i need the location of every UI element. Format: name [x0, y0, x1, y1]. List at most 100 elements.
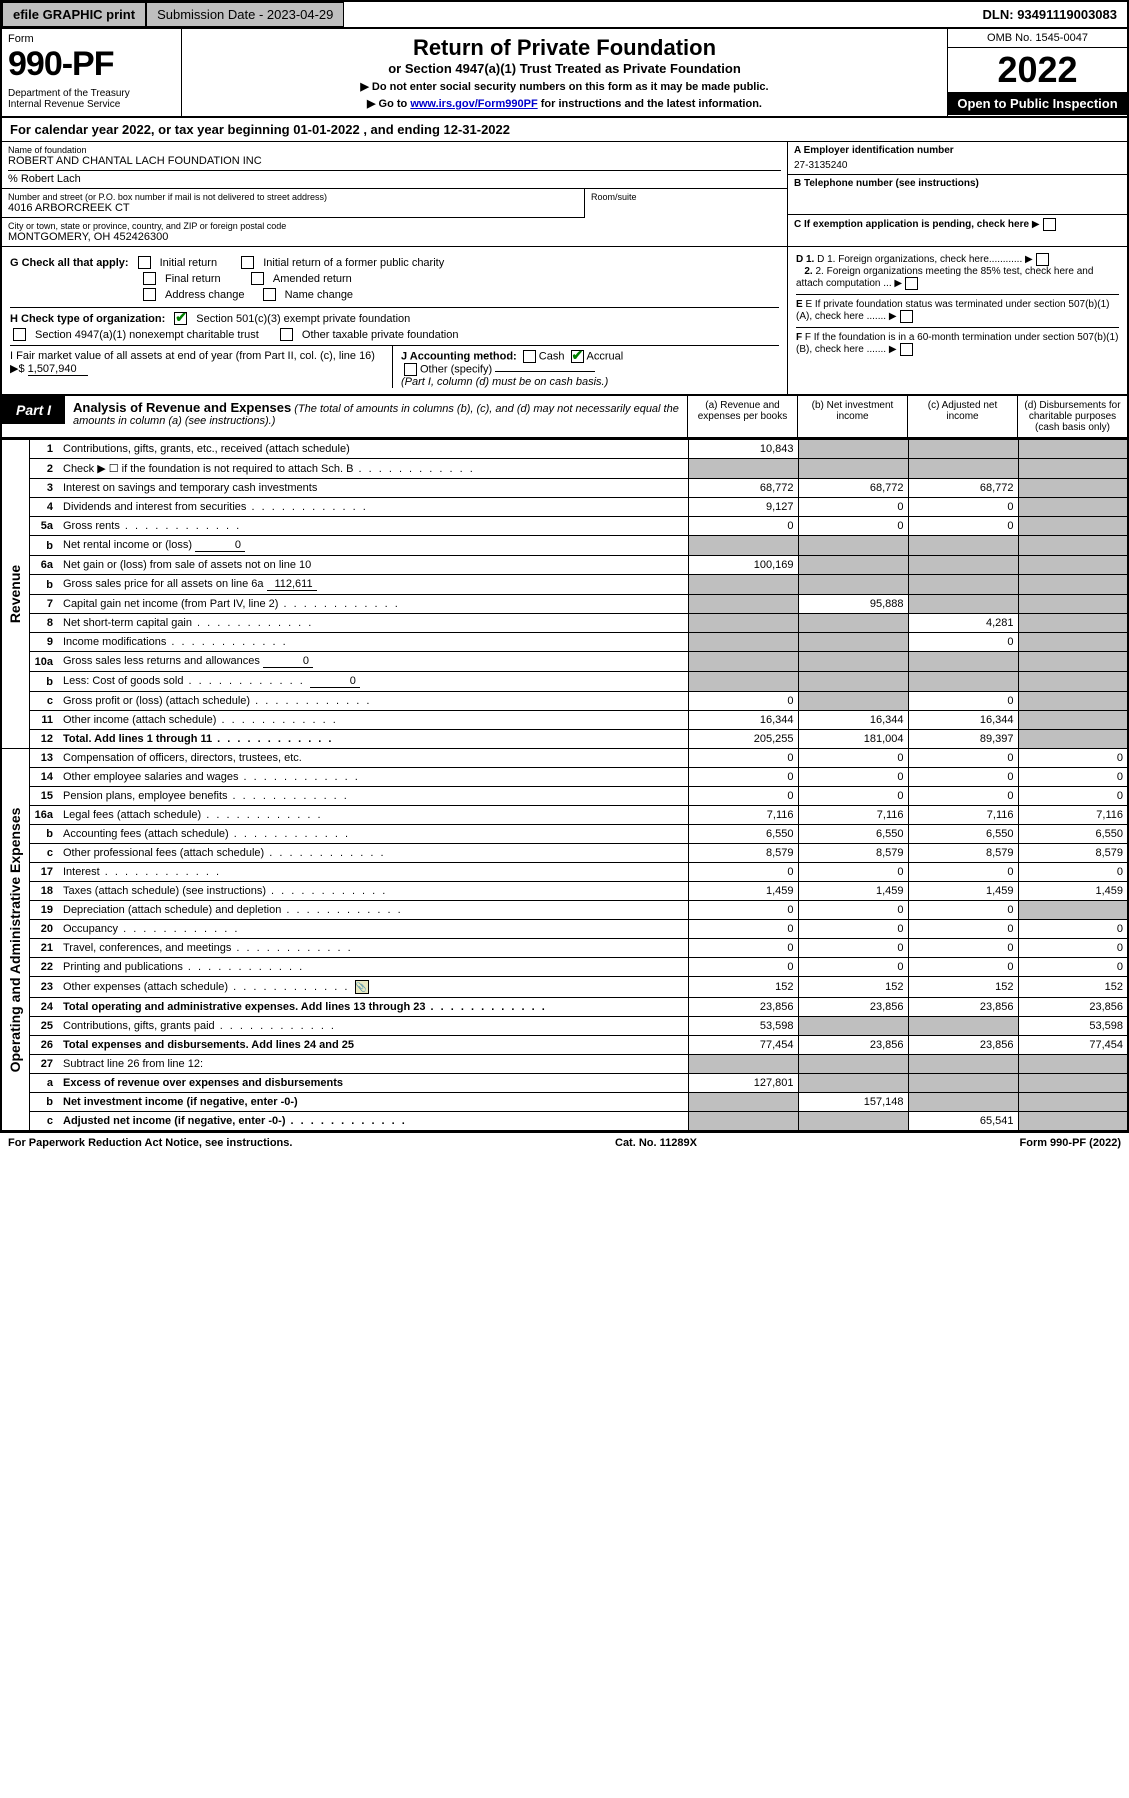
col-c-value: 0	[908, 787, 1018, 806]
col-b-value: 0	[798, 498, 908, 517]
col-b-value: 157,148	[798, 1093, 908, 1112]
col-c-value: 0	[908, 692, 1018, 711]
col-b-value	[798, 652, 908, 672]
line-description: Income modifications	[59, 633, 688, 652]
col-d-value	[1018, 595, 1128, 614]
col-d-value: 77,454	[1018, 1036, 1128, 1055]
table-row: 5aGross rents000	[1, 517, 1128, 536]
line-number: 16a	[29, 806, 59, 825]
table-row: 21Travel, conferences, and meetings0000	[1, 939, 1128, 958]
col-d-value: 23,856	[1018, 998, 1128, 1017]
line-description: Gross sales price for all assets on line…	[59, 575, 688, 595]
schedule-icon[interactable]: 📎	[355, 980, 369, 994]
table-row: Revenue1Contributions, gifts, grants, et…	[1, 440, 1128, 459]
line-number: 11	[29, 711, 59, 730]
f-checkbox[interactable]	[900, 343, 913, 356]
col-c-value	[908, 1074, 1018, 1093]
submission-date: Submission Date - 2023-04-29	[146, 2, 344, 27]
addr-label: Number and street (or P.O. box number if…	[8, 192, 578, 202]
line-description: Subtract line 26 from line 12:	[59, 1055, 688, 1074]
line-number: 15	[29, 787, 59, 806]
col-b-value: 8,579	[798, 844, 908, 863]
col-b-value	[798, 614, 908, 633]
col-c-value	[908, 1093, 1018, 1112]
h-other-checkbox[interactable]	[280, 328, 293, 341]
col-a-value: 6,550	[688, 825, 798, 844]
d1-checkbox[interactable]	[1036, 253, 1049, 266]
info-block: Name of foundation ROBERT AND CHANTAL LA…	[0, 142, 1129, 247]
line-number: 21	[29, 939, 59, 958]
instr-1: ▶ Do not enter social security numbers o…	[188, 80, 941, 93]
col-a-value: 8,579	[688, 844, 798, 863]
e-checkbox[interactable]	[900, 310, 913, 323]
col-c-value	[908, 1017, 1018, 1036]
col-b-value: 0	[798, 749, 908, 768]
instr-2: ▶ Go to www.irs.gov/Form990PF for instru…	[188, 97, 941, 110]
j-cash-checkbox[interactable]	[523, 350, 536, 363]
col-d-value	[1018, 517, 1128, 536]
line-number: 8	[29, 614, 59, 633]
d1-label: D 1. Foreign organizations, check here..…	[817, 254, 1022, 265]
g-initial-checkbox[interactable]	[138, 256, 151, 269]
col-c-value: 23,856	[908, 1036, 1018, 1055]
col-d-value	[1018, 556, 1128, 575]
col-d-value: 0	[1018, 920, 1128, 939]
table-row: Operating and Administrative Expenses13C…	[1, 749, 1128, 768]
col-c-value: 0	[908, 939, 1018, 958]
col-a-value	[688, 614, 798, 633]
g-address-checkbox[interactable]	[143, 288, 156, 301]
col-c-value	[908, 459, 1018, 479]
col-d-value: 152	[1018, 977, 1128, 998]
d2-checkbox[interactable]	[905, 277, 918, 290]
line-description: Accounting fees (attach schedule)	[59, 825, 688, 844]
col-b-value: 0	[798, 939, 908, 958]
j-other-checkbox[interactable]	[404, 363, 417, 376]
col-a-value: 0	[688, 863, 798, 882]
col-b-value: 0	[798, 768, 908, 787]
col-d-value	[1018, 1112, 1128, 1132]
h-501c3-checkbox[interactable]	[174, 312, 187, 325]
h-4947-checkbox[interactable]	[13, 328, 26, 341]
col-a-value: 0	[688, 768, 798, 787]
table-row: 16aLegal fees (attach schedule)7,1167,11…	[1, 806, 1128, 825]
efile-button[interactable]: efile GRAPHIC print	[2, 2, 146, 27]
dln-label: DLN: 93491119003083	[973, 3, 1127, 26]
table-row: 14Other employee salaries and wages0000	[1, 768, 1128, 787]
irs-link[interactable]: www.irs.gov/Form990PF	[410, 98, 537, 110]
j-accrual-checkbox[interactable]	[571, 350, 584, 363]
line-description: Contributions, gifts, grants, etc., rece…	[59, 440, 688, 459]
col-b-value	[798, 672, 908, 692]
form-title: Return of Private Foundation	[188, 35, 941, 61]
col-c-header: (c) Adjusted net income	[907, 396, 1017, 437]
col-b-value: 0	[798, 787, 908, 806]
col-a-value	[688, 595, 798, 614]
line-number: 19	[29, 901, 59, 920]
table-row: bNet rental income or (loss) 0	[1, 536, 1128, 556]
j-note: (Part I, column (d) must be on cash basi…	[401, 376, 608, 388]
col-b-value: 0	[798, 920, 908, 939]
col-b-value	[798, 575, 908, 595]
col-c-value: 16,344	[908, 711, 1018, 730]
g-final-checkbox[interactable]	[143, 272, 156, 285]
col-d-value	[1018, 1093, 1128, 1112]
line-number: b	[29, 575, 59, 595]
table-row: 22Printing and publications0000	[1, 958, 1128, 977]
calendar-year-line: For calendar year 2022, or tax year begi…	[0, 118, 1129, 142]
form-header: Form 990-PF Department of the Treasury I…	[0, 29, 1129, 118]
col-c-value	[908, 536, 1018, 556]
line-description: Other expenses (attach schedule) 📎	[59, 977, 688, 998]
line-number: 2	[29, 459, 59, 479]
g-initial-public-checkbox[interactable]	[241, 256, 254, 269]
table-row: 3Interest on savings and temporary cash …	[1, 479, 1128, 498]
g-amended-checkbox[interactable]	[251, 272, 264, 285]
col-a-value: 7,116	[688, 806, 798, 825]
col-d-value: 1,459	[1018, 882, 1128, 901]
g-name-checkbox[interactable]	[263, 288, 276, 301]
footer-right: Form 990-PF (2022)	[1020, 1137, 1121, 1149]
line-number: 10a	[29, 652, 59, 672]
col-d-value: 53,598	[1018, 1017, 1128, 1036]
col-d-value: 7,116	[1018, 806, 1128, 825]
line-description: Depreciation (attach schedule) and deple…	[59, 901, 688, 920]
col-a-value: 0	[688, 939, 798, 958]
c-checkbox[interactable]	[1043, 218, 1056, 231]
